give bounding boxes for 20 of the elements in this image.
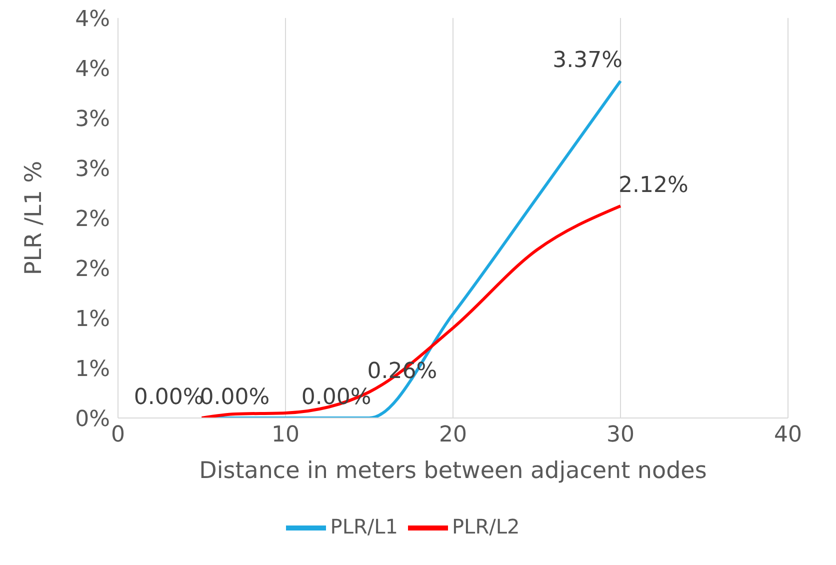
y-tick-label: 4% xyxy=(75,6,110,32)
y-tick-label: 2% xyxy=(75,206,110,232)
y-tick-label: 3% xyxy=(75,156,110,182)
legend-label: PLR/L1 xyxy=(330,514,398,538)
y-tick-label: 3% xyxy=(75,106,110,132)
x-tick-label: 40 xyxy=(774,422,802,448)
y-tick-label: 1% xyxy=(75,306,110,332)
x-tick-label: 20 xyxy=(439,422,467,448)
y-tick-label: 0% xyxy=(75,406,110,432)
y-tick-label: 2% xyxy=(75,256,110,282)
legend-label: PLR/L2 xyxy=(452,514,520,538)
x-axis-title: Distance in meters between adjacent nodes xyxy=(199,458,707,484)
data-label: 2.12% xyxy=(618,173,688,198)
data-label: 3.37% xyxy=(552,48,622,73)
y-tick-label: 1% xyxy=(75,356,110,382)
y-tick-label: 4% xyxy=(75,56,110,82)
x-tick-label: 10 xyxy=(272,422,300,448)
y-axis-title: PLR /L1 % xyxy=(21,160,48,276)
x-tick-label: 30 xyxy=(606,422,634,448)
x-tick-label: 0 xyxy=(111,422,125,448)
